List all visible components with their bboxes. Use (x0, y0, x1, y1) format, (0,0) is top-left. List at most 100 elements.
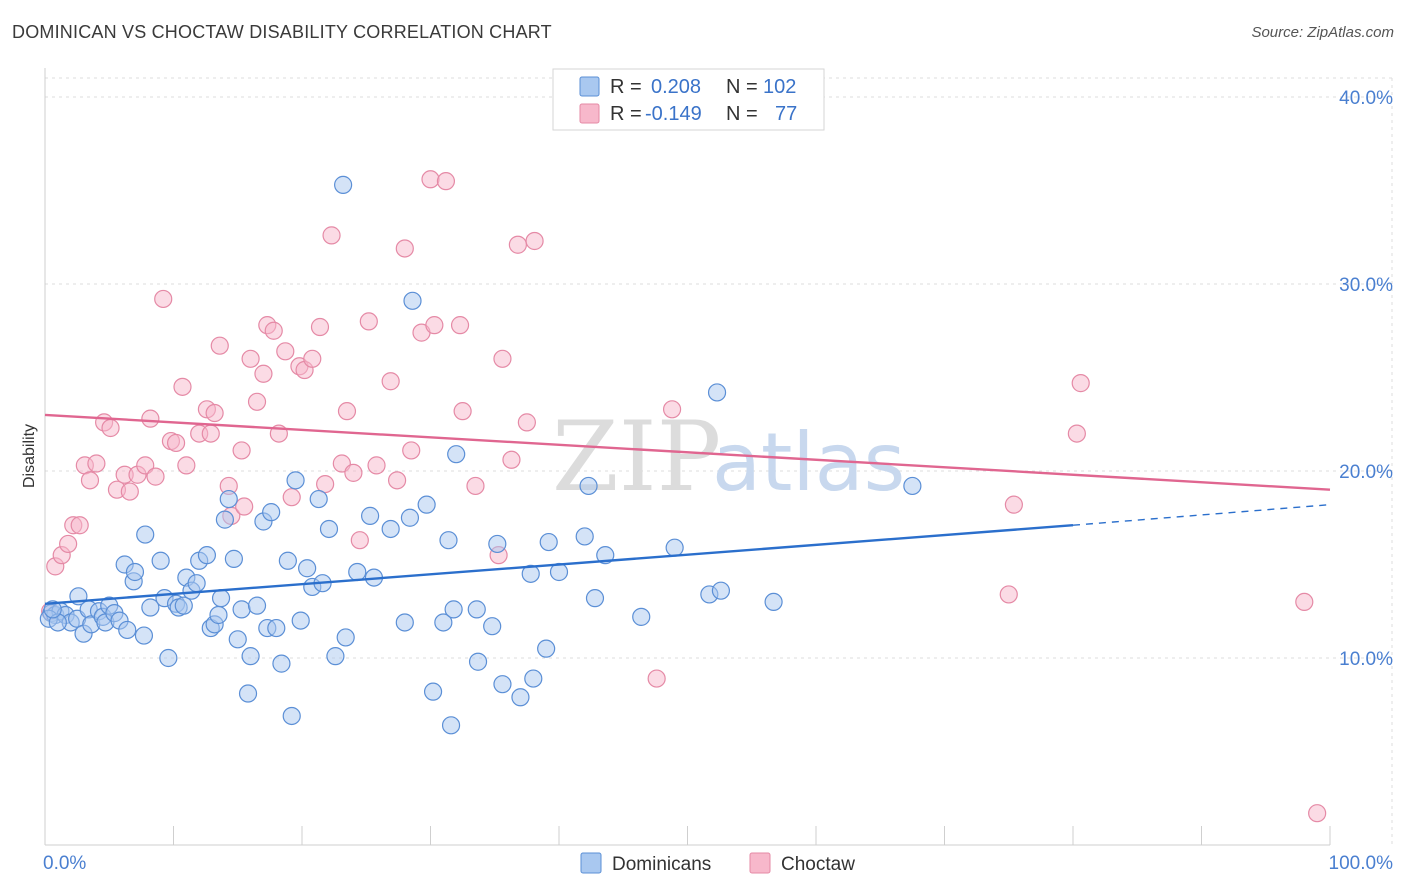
dominican-point (403, 291, 422, 310)
choctaw-point (247, 392, 267, 411)
dominican-point (238, 684, 258, 703)
dominican-point (291, 611, 310, 630)
series-choctaw-points (41, 170, 1327, 823)
legend-n-label-dominicans: N = (726, 76, 758, 98)
choctaw-point (154, 289, 173, 309)
y-tick-label: 10.0% (1339, 649, 1393, 670)
dominican-point (134, 626, 154, 645)
y-axis-label: Disability (21, 424, 38, 488)
dominican-point (575, 527, 594, 546)
dominican-point (521, 564, 540, 583)
dominican-point (665, 538, 684, 557)
choctaw-point (421, 170, 440, 189)
dominican-point (309, 489, 328, 509)
choctaw-point (303, 349, 322, 368)
choctaw-point (146, 467, 165, 486)
dominican-point (585, 589, 605, 608)
dominican-point (579, 476, 598, 496)
dominican-point (247, 596, 267, 615)
dominican-point (272, 654, 291, 673)
y-tick-label: 20.0% (1339, 462, 1393, 483)
dominican-point (400, 508, 420, 527)
choctaw-point (177, 456, 196, 475)
dominican-point (539, 532, 558, 552)
dominican-point (326, 647, 345, 666)
choctaw-point (337, 402, 357, 421)
dominican-point (434, 613, 453, 632)
choctaw-point (232, 441, 251, 460)
dominican-point (417, 495, 436, 514)
dominican-point (468, 652, 488, 671)
choctaw-point (425, 316, 444, 335)
choctaw-point (1308, 804, 1327, 823)
dominican-point (286, 471, 305, 490)
y-tick-label: 30.0% (1339, 275, 1393, 296)
choctaw-point (87, 454, 106, 473)
choctaw-point (264, 321, 283, 340)
dominican-point (219, 489, 238, 509)
dominican-point (187, 574, 206, 593)
legend-r-value-dominicans: 0.208 (651, 76, 701, 98)
chart-title: DOMINICAN VS CHOCTAW DISABILITY CORRELAT… (12, 22, 552, 42)
dominican-point (278, 551, 297, 570)
dominican-point (348, 562, 367, 582)
stats-legend: R = 0.208 N = 102 R = -0.149 N = 77 (552, 68, 825, 131)
dominican-point (524, 669, 543, 688)
dominican-point (488, 534, 507, 554)
choctaw-point (359, 312, 378, 331)
dominican-point (764, 592, 783, 612)
dominican-point (707, 383, 727, 402)
dominican-point (125, 562, 145, 582)
dominican-point (197, 546, 217, 565)
series-legend-swatch-choctaw (749, 852, 771, 874)
choctaw-point (101, 418, 120, 438)
dominican-point (215, 510, 234, 529)
dominican-point (596, 546, 615, 565)
x-tick-labels: 0.0% 100.0% (43, 853, 1393, 874)
dominican-point (224, 549, 243, 568)
choctaw-point (502, 450, 521, 469)
dominican-point (334, 175, 353, 194)
dominican-point (211, 589, 231, 608)
choctaw-point (662, 400, 682, 419)
dominican-point (711, 581, 731, 600)
trend-line-dominicans-extension (1072, 503, 1331, 526)
choctaw-point (367, 456, 386, 475)
choctaw-point (999, 585, 1018, 604)
x-tick-label: 100.0% (1329, 853, 1394, 874)
axes (44, 68, 1331, 846)
choctaw-point (350, 531, 369, 550)
choctaw-point (387, 471, 407, 490)
choctaw-point (493, 349, 512, 368)
dominican-point (483, 617, 502, 636)
choctaw-point (241, 349, 260, 368)
dominican-point (423, 682, 443, 701)
series-legend-swatch-dominicans (580, 852, 602, 874)
choctaw-point (525, 231, 544, 251)
choctaw-point (166, 433, 186, 453)
watermark-zip: ZIP (552, 401, 721, 513)
dominican-point (151, 551, 170, 570)
dominican-point (361, 506, 380, 525)
legend-n-label-choctaw: N = (726, 103, 758, 125)
choctaw-point (1067, 424, 1086, 443)
choctaw-point (141, 409, 160, 428)
choctaw-point (1295, 592, 1314, 612)
dominican-point (441, 716, 461, 735)
dominican-point (395, 613, 414, 632)
dominican-point (511, 688, 530, 707)
y-tick-label: 40.0% (1339, 88, 1393, 109)
dominican-point (439, 531, 458, 550)
dominican-point (262, 503, 281, 522)
dominican-point (467, 600, 486, 619)
legend-n-value-choctaw: 77 (775, 103, 797, 125)
legend-swatch-choctaw (579, 103, 600, 124)
legend-r-value-choctaw: -0.149 (645, 103, 702, 125)
dominican-point (447, 445, 466, 464)
dominican-point (903, 476, 922, 496)
choctaw-point (205, 403, 224, 423)
series-legend-label-dominicans: Dominicans (612, 854, 711, 875)
choctaw-point (310, 317, 330, 337)
choctaw-point (316, 474, 335, 494)
